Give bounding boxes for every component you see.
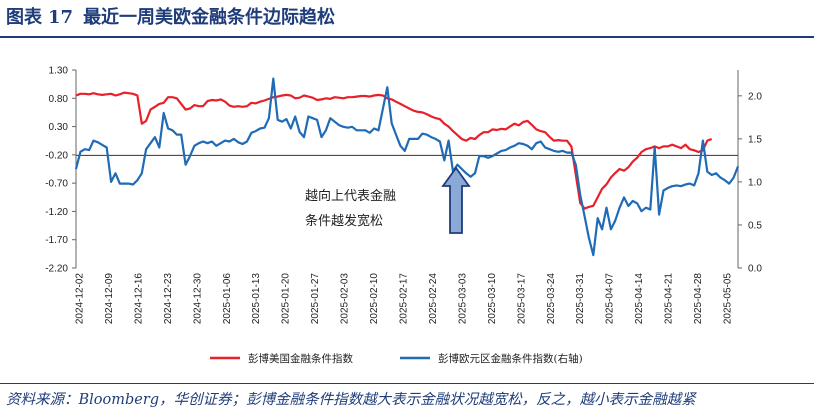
x-tick-label: 2024-12-30 <box>192 273 203 325</box>
series-line-eurozone <box>74 77 740 257</box>
x-tick-label: 2025-01-13 <box>251 273 262 325</box>
x-tick-label: 2025-02-17 <box>399 273 410 325</box>
chart-series <box>74 77 740 257</box>
y-left-tick-label: -0.20 <box>45 150 68 161</box>
legend-label: 彭博欧元区金融条件指数(右轴) <box>438 352 583 365</box>
figure-heading: 最近一周美欧金融条件边际趋松 <box>83 7 336 28</box>
up-arrow-icon <box>441 166 471 234</box>
y-left-tick-label: 1.30 <box>49 66 69 77</box>
footer-divider <box>0 383 814 384</box>
chart-axes: 1.30 0.80 0.30 -0.20 -0.70 -1.20 -1.70 -2.20 2.0… <box>45 66 762 325</box>
x-tick-label: 2025-01-06 <box>222 273 233 325</box>
series-line-us <box>75 91 713 210</box>
x-tick-label: 2025-03-24 <box>546 273 557 325</box>
x-tick-label: 2025-02-10 <box>369 273 380 325</box>
x-tick-label: 2025-03-03 <box>457 273 468 325</box>
x-tick-label: 2025-02-03 <box>340 273 351 325</box>
x-tick-label: 2025-03-31 <box>575 273 586 325</box>
x-tick-label: 2025-02-24 <box>428 273 439 325</box>
y-left-tick-label: 0.80 <box>49 94 69 105</box>
y-left-tick-label: 0.30 <box>49 122 69 133</box>
x-tick-label: 2025-03-17 <box>516 273 527 325</box>
legend-label: 彭博美国金融条件指数 <box>248 352 353 365</box>
chart-legend: 彭博美国金融条件指数 彭博欧元区金融条件指数(右轴) <box>210 352 583 365</box>
y-right-tick-label: 1.5 <box>748 134 762 145</box>
x-tick-label: 2024-12-16 <box>133 273 144 325</box>
x-tick-label: 2025-04-28 <box>693 273 704 325</box>
figure-label: 图表 <box>6 7 42 28</box>
x-tick-label: 2025-04-14 <box>634 273 645 325</box>
source-note: 资料来源：Bloomberg，华创证券；彭博金融条件指数越大表示金融状况越宽松，… <box>6 392 696 408</box>
x-tick-label: 2024-12-09 <box>104 273 115 325</box>
x-tick-label: 2025-01-20 <box>281 273 292 325</box>
y-left-tick-label: -0.70 <box>45 179 68 190</box>
x-tick-label: 2024-12-02 <box>75 273 86 325</box>
x-tick-label: 2025-04-21 <box>664 273 675 325</box>
y-left-tick-label: -1.70 <box>45 235 68 246</box>
x-tick-label: 2025-05-05 <box>723 273 734 325</box>
x-tick-label: 2024-12-23 <box>163 273 174 325</box>
header-divider <box>0 36 814 38</box>
annotation-text-line: 条件越发宽松 <box>305 213 383 229</box>
line-chart: 1.30 0.80 0.30 -0.20 -0.70 -1.20 -1.70 -2.20 2.0… <box>45 66 762 366</box>
annotation-text-line: 越向上代表金融 <box>305 188 396 204</box>
y-left-tick-label: -2.20 <box>45 264 68 275</box>
x-tick-label: 2025-04-07 <box>605 273 616 325</box>
x-tick-label: 2025-03-10 <box>487 273 498 325</box>
y-right-tick-label: 0.0 <box>748 264 762 275</box>
figure-title: 图表 17 最近一周美欧金融条件边际趋松 <box>6 3 335 33</box>
figure-number: 17 <box>48 7 74 28</box>
y-right-tick-label: 2.0 <box>748 91 762 102</box>
y-right-tick-label: 0.5 <box>748 220 762 231</box>
y-right-tick-label: 1.0 <box>748 177 762 188</box>
y-left-tick-label: -1.20 <box>45 207 68 218</box>
x-tick-label: 2025-01-27 <box>310 273 321 325</box>
